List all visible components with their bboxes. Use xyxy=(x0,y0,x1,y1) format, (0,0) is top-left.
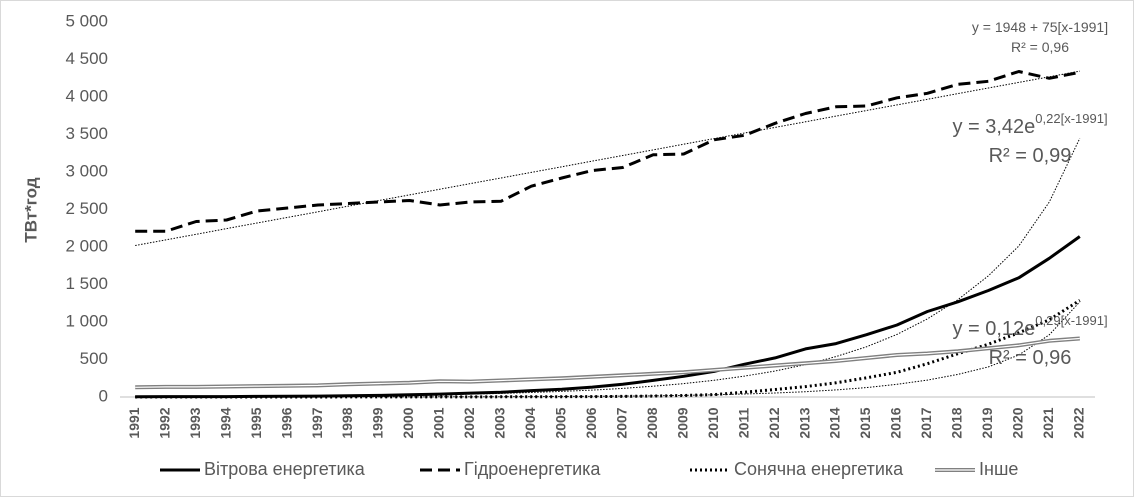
x-tick-label: 2002 xyxy=(461,407,477,438)
series-line xyxy=(135,235,1081,399)
x-tick-label: 2022 xyxy=(1070,407,1086,438)
x-tick-label: 2009 xyxy=(674,407,690,438)
x-tick-label: 2016 xyxy=(888,407,904,438)
x-tick-label: 2001 xyxy=(431,407,447,438)
series-line-inner xyxy=(135,337,1080,388)
x-tick-label: 2006 xyxy=(583,407,599,438)
annotation: y = 1948 + 75[x-1991] xyxy=(972,19,1108,35)
y-tick-label: 4 000 xyxy=(65,86,108,105)
annotation-text: y = 3,42e xyxy=(952,116,1035,138)
x-tick-label: 2021 xyxy=(1040,407,1056,438)
y-tick-label: 1 500 xyxy=(65,274,108,293)
x-tick-label: 2018 xyxy=(949,407,965,438)
x-tick-label: 2011 xyxy=(735,408,751,439)
x-tick-label: 2008 xyxy=(644,407,660,438)
legend-label: Гідроенергетика xyxy=(464,459,601,479)
x-tick-label: 1996 xyxy=(278,407,294,438)
x-tick-label: 1998 xyxy=(339,407,355,438)
annotation-text: R² = 0,96 xyxy=(989,347,1072,369)
x-tick-label: 2003 xyxy=(492,407,508,438)
y-tick-label: 3 500 xyxy=(65,124,108,143)
x-tick-label: 2000 xyxy=(400,407,416,438)
x-tick-label: 2012 xyxy=(766,407,782,438)
x-tick-label: 2019 xyxy=(979,407,995,438)
annotation-text: R² = 0,99 xyxy=(989,145,1072,167)
annotation: y = 3,42e0,22[x-1991] xyxy=(952,111,1107,138)
x-tick-label: 2007 xyxy=(613,407,629,438)
x-tick-label: 1993 xyxy=(187,407,203,438)
y-tick-label: 3 000 xyxy=(65,161,108,180)
legend-label: Інше xyxy=(979,459,1018,479)
y-tick-label: 1 000 xyxy=(65,311,108,330)
y-tick-label: 4 500 xyxy=(65,49,108,68)
x-tick-label: 1997 xyxy=(309,407,325,438)
x-tick-label: 2017 xyxy=(918,407,934,438)
x-tick-label: 1991 xyxy=(126,407,142,438)
annotation: R² = 0,96 xyxy=(989,347,1072,369)
x-tick-label: 1995 xyxy=(248,407,264,438)
y-tick-label: 2 000 xyxy=(65,236,108,255)
x-tick-label: 2013 xyxy=(796,407,812,438)
annotation: R² = 0,96 xyxy=(1011,39,1069,55)
y-tick-label: 5 000 xyxy=(65,11,108,30)
y-tick-label: 0 xyxy=(99,386,108,405)
legend-label: Сонячна енергетика xyxy=(734,459,904,479)
annotation: y = 0,12e0,29[x-1991] xyxy=(952,313,1107,340)
y-axis-label: ТВт*год xyxy=(21,177,40,242)
y-tick-label: 2 500 xyxy=(65,199,108,218)
legend-label: Вітрова енергетика xyxy=(204,459,366,479)
trend-line xyxy=(135,70,1080,246)
annotation-text: y = 1948 + 75[x-1991] xyxy=(972,19,1108,35)
x-tick-label: 1999 xyxy=(370,407,386,438)
annotation: R² = 0,99 xyxy=(989,145,1072,167)
x-tick-label: 2015 xyxy=(857,407,873,438)
x-tick-label: 1994 xyxy=(217,407,233,438)
x-tick-label: 2005 xyxy=(553,407,569,438)
x-tick-label: 2014 xyxy=(827,407,843,438)
x-tick-label: 1992 xyxy=(156,407,172,438)
y-tick-label: 500 xyxy=(80,349,108,368)
annotation-superscript: 0,29[x-1991] xyxy=(1035,313,1107,328)
x-tick-label: 2004 xyxy=(522,407,538,438)
annotation-superscript: 0,22[x-1991] xyxy=(1035,111,1107,126)
x-tick-label: 2010 xyxy=(705,407,721,438)
x-tick-label: 2020 xyxy=(1010,407,1026,438)
annotation-text: R² = 0,96 xyxy=(1011,39,1069,55)
annotation-text: y = 0,12e xyxy=(952,318,1035,340)
